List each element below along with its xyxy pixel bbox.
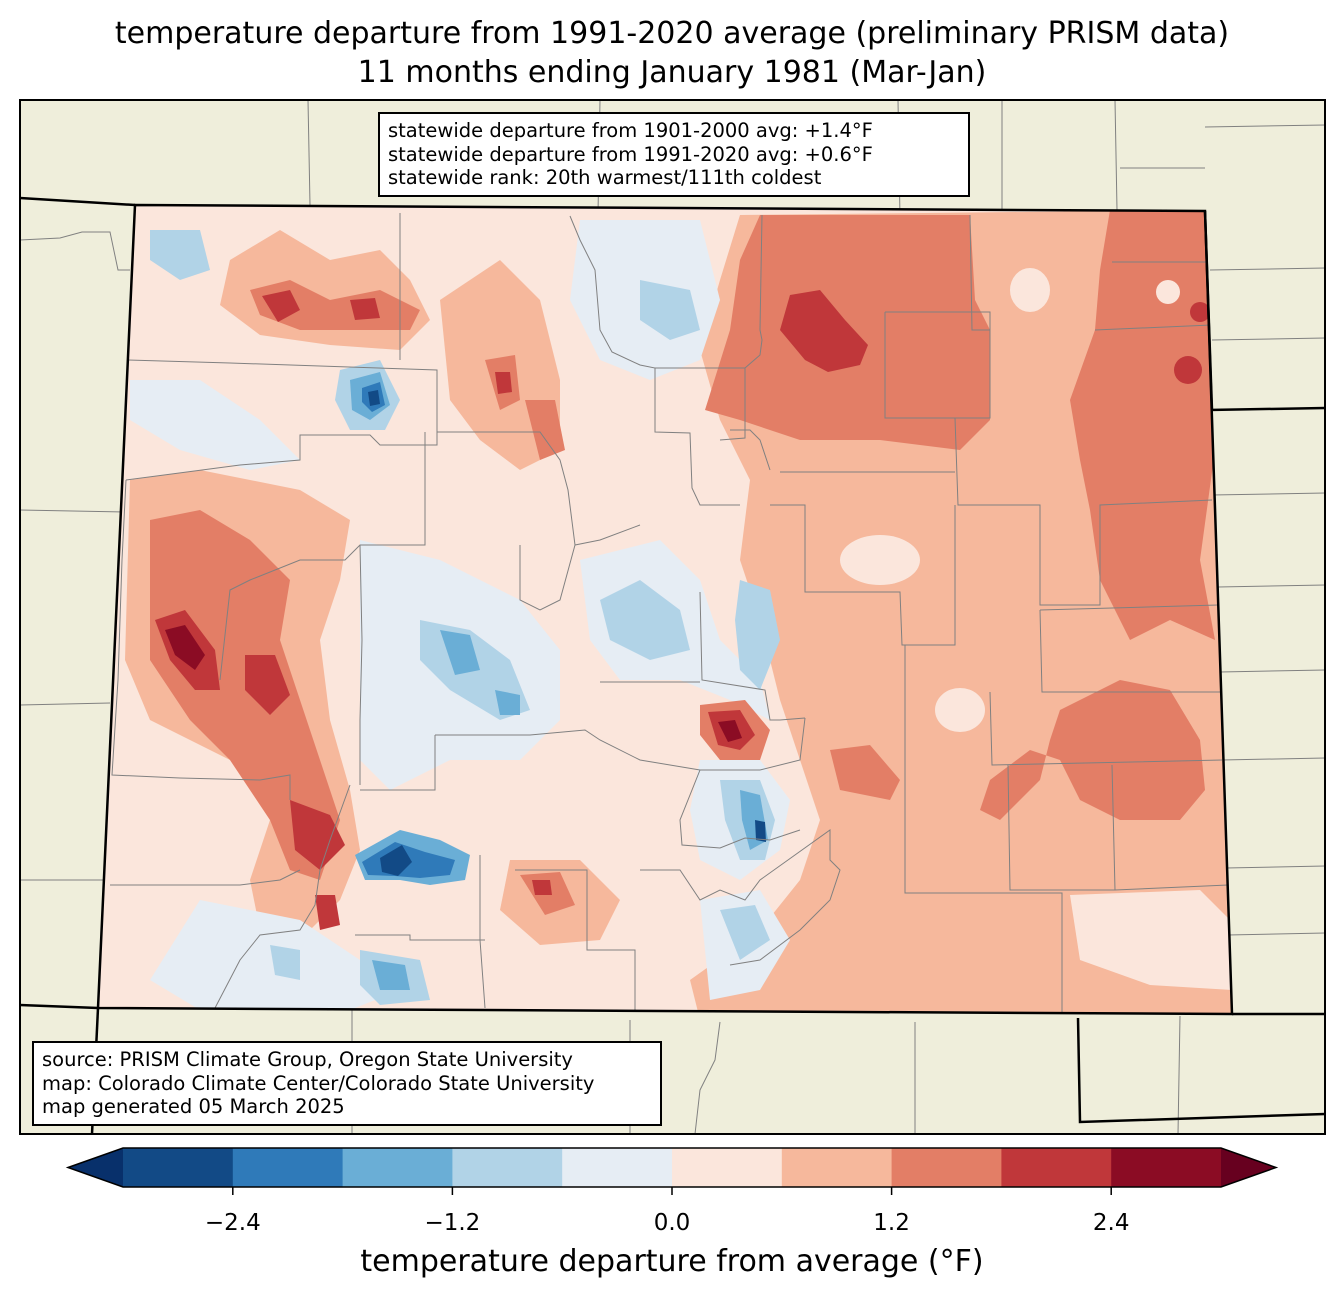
north-border-east: [1203, 210, 1214, 411]
colorbar-bin: [1111, 1148, 1222, 1187]
map-subtitle: 11 months ending January 1981 (Mar-Jan): [357, 55, 987, 90]
colorbar-tick-label: −2.4: [205, 1210, 261, 1236]
map-frame: [19, 99, 1326, 1135]
colorbar-bin: [1001, 1148, 1112, 1187]
east-central-warm: [830, 745, 900, 800]
source-box: source: PRISM Climate Group, Oregon Stat…: [32, 1041, 662, 1126]
stats-line-2: statewide departure from 1991-2020 avg: …: [388, 142, 873, 166]
colorbar-bin: [232, 1148, 344, 1187]
colorbar-bin: [562, 1148, 673, 1187]
source-line-2: map: Colorado Climate Center/Colorado St…: [42, 1071, 595, 1095]
colorado-state-border: [96, 203, 1234, 1016]
statewide-stats-box: statewide departure from 1901-2000 avg: …: [378, 112, 970, 197]
source-line-3: map generated 05 March 2025: [42, 1095, 345, 1118]
county-boundaries: [110, 213, 1229, 1014]
colorbar-title: temperature departure from average (°F): [360, 1244, 984, 1279]
northeast-hot-core: [780, 290, 868, 372]
temperature-departure-field: [98, 205, 1232, 1014]
colorbar-extend-high: [1221, 1148, 1276, 1187]
colorbar-tick-label: 0.0: [654, 1210, 691, 1236]
map-title: temperature departure from 1991-2020 ave…: [114, 16, 1230, 51]
stats-line-1: statewide departure from 1901-2000 avg: …: [388, 119, 873, 142]
colorbar-bin: [342, 1148, 453, 1187]
colorbar-bin: [672, 1148, 783, 1187]
source-line-1: source: PRISM Climate Group, Oregon Stat…: [42, 1048, 573, 1071]
colorbar-tick-label: 1.2: [873, 1210, 910, 1236]
colorbar-tick-label: 2.4: [1093, 1210, 1130, 1236]
colorbar-extend-low: [68, 1148, 123, 1187]
northeast-warm-strip: [1070, 210, 1215, 640]
colorbar-bin: [891, 1148, 1002, 1187]
southeast-warm-core: [980, 680, 1205, 820]
colorado-map: [19, 99, 1326, 1135]
stats-line-3: statewide rank: 20th warmest/111th colde…: [388, 166, 822, 189]
colorbar-bin: [452, 1148, 563, 1187]
colorbar-outline: [65, 1147, 1279, 1188]
colorbar-bin: [781, 1148, 893, 1187]
colorbar-tick-label: −1.2: [424, 1210, 480, 1236]
colorbar-bin: [123, 1148, 234, 1187]
